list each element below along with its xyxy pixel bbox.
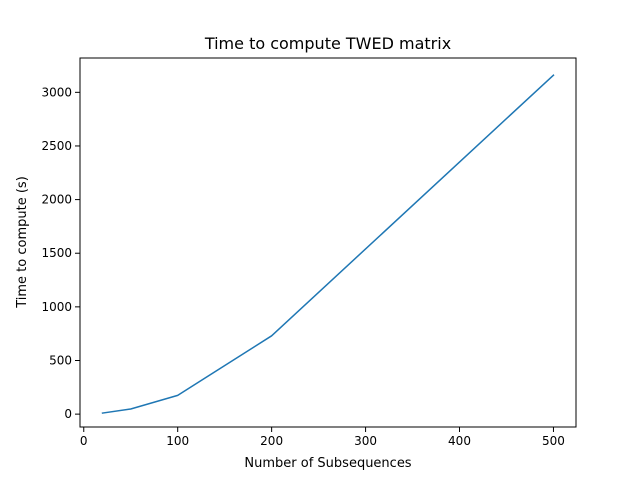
x-tick-label: 100	[166, 434, 189, 448]
plot-area	[79, 57, 577, 428]
y-tick-label: 1000	[41, 300, 72, 314]
y-tick-label: 500	[49, 353, 72, 367]
y-axis-label: Time to compute (s)	[15, 176, 30, 309]
y-tick-label: 1500	[41, 246, 72, 260]
x-axis-label: Number of Subsequences	[244, 456, 411, 471]
plot-frame	[79, 57, 577, 428]
chart-title: Time to compute TWED matrix	[204, 34, 451, 53]
x-tick-label: 200	[260, 434, 283, 448]
series-layer	[101, 74, 555, 414]
plot-background	[80, 58, 576, 427]
x-axis: 0 100 200 300 400 500	[80, 427, 565, 448]
x-tick-label: 300	[354, 434, 377, 448]
y-axis: 0 500 1000 1500 2000 2500 3000	[41, 85, 80, 421]
y-tick-label: 0	[64, 407, 72, 421]
x-tick-label: 0	[80, 434, 88, 448]
x-tick-label: 400	[448, 434, 471, 448]
y-tick-label: 2000	[41, 193, 72, 207]
x-tick-label: 500	[542, 434, 565, 448]
y-tick-label: 2500	[41, 139, 72, 153]
y-tick-label: 3000	[41, 85, 72, 99]
